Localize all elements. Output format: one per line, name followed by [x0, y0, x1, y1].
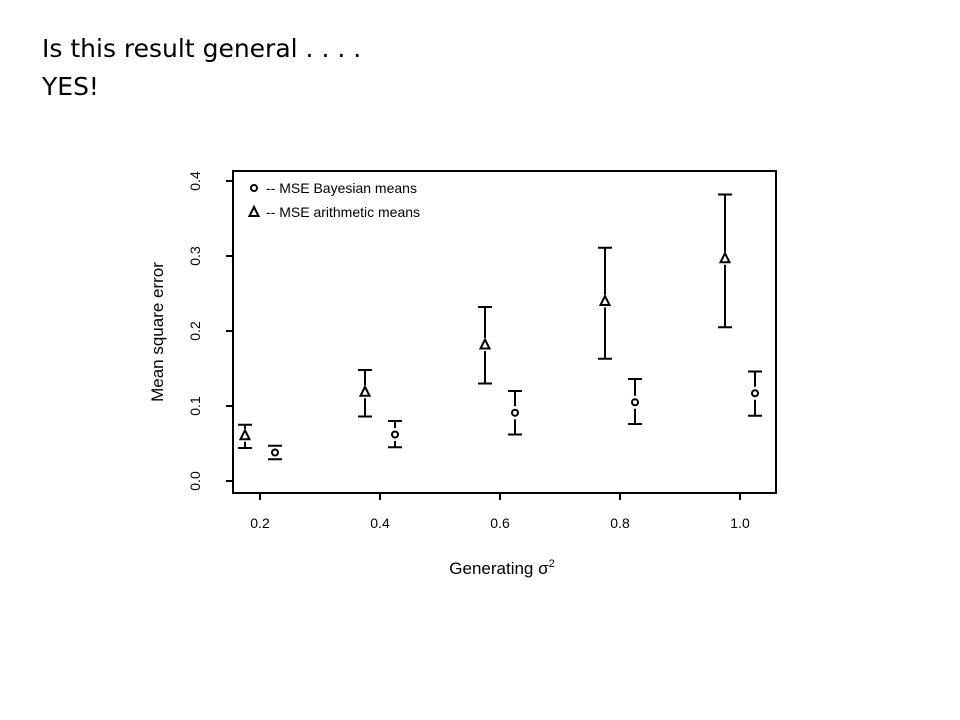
- y-axis: 0.0 0.1 0.2 0.3 0.4: [187, 171, 233, 491]
- slide-title-line-2: YES!: [42, 72, 99, 101]
- x-tick-label: 1.0: [730, 515, 750, 531]
- point-bayesian: [271, 448, 279, 457]
- legend-label-arithmetic: -- MSE arithmetic means: [266, 204, 420, 220]
- y-axis-label: Mean square error: [148, 262, 167, 402]
- point-bayesian: [511, 408, 519, 417]
- x-tick-label: 0.2: [250, 515, 270, 531]
- y-tick-label: 0.0: [187, 471, 203, 491]
- x-axis: 0.2 0.4 0.6 0.8 1.0: [250, 493, 750, 531]
- y-tick-label: 0.3: [187, 246, 203, 266]
- x-tick-label: 0.8: [610, 515, 630, 531]
- slide-title: Is this result general . . . . YES!: [42, 30, 361, 106]
- x-tick-label: 0.4: [370, 515, 390, 531]
- point-arithmetic: [718, 251, 732, 264]
- point-bayesian: [391, 430, 399, 439]
- legend: -- MSE Bayesian means -- MSE arithmetic m…: [247, 180, 420, 220]
- point-arithmetic: [478, 337, 492, 350]
- point-bayesian: [751, 389, 759, 398]
- slide-title-line-1: Is this result general . . . .: [42, 34, 362, 63]
- point-bayesian: [631, 398, 639, 407]
- x-axis-label-superscript: 2: [549, 558, 555, 570]
- legend-marker-bayesian: [250, 184, 258, 192]
- legend-marker-arithmetic: [247, 204, 261, 217]
- x-tick-label: 0.6: [490, 515, 510, 531]
- y-tick-label: 0.2: [187, 321, 203, 341]
- data-marks: [238, 193, 762, 461]
- point-arithmetic: [358, 384, 372, 397]
- point-arithmetic: [238, 428, 252, 441]
- y-tick-label: 0.4: [187, 171, 203, 191]
- y-tick-label: 0.1: [187, 396, 203, 416]
- point-arithmetic: [598, 293, 612, 306]
- x-axis-label: Generating σ2: [449, 558, 554, 578]
- x-axis-label-text: Generating σ: [449, 559, 549, 578]
- legend-label-bayesian: -- MSE Bayesian means: [266, 180, 417, 196]
